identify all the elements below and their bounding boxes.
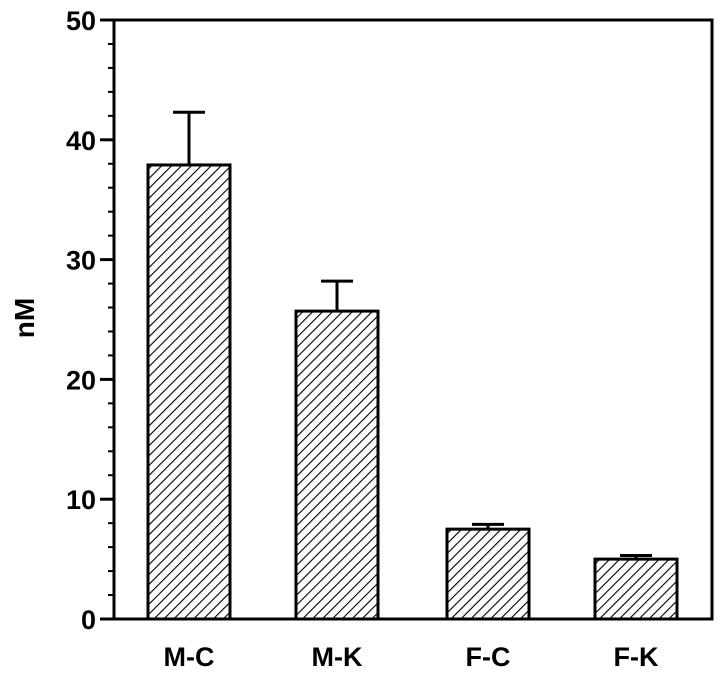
x-tick-label-M-K: M-K xyxy=(312,642,363,672)
plot-area: M-C M-K F-C F-K 0 10 20 30 40 50 xyxy=(66,6,714,672)
y-axis-title: nM xyxy=(9,298,40,338)
x-tick-label-F-K: F-K xyxy=(614,642,659,672)
bar-M-C xyxy=(146,163,232,621)
x-tick-label-M-C: M-C xyxy=(164,642,215,672)
y-tick-label: 50 xyxy=(66,6,96,36)
plot-frame xyxy=(112,18,714,621)
y-tick-label: 20 xyxy=(66,365,96,395)
y-tick-label: 0 xyxy=(81,605,96,635)
bar-F-K xyxy=(593,557,679,621)
y-tick-label: 30 xyxy=(66,246,96,276)
bar-F-C xyxy=(445,527,531,621)
y-tick-label: 10 xyxy=(66,485,96,515)
bar-M-K xyxy=(294,309,380,621)
x-tick-label-F-C: F-C xyxy=(466,642,511,672)
y-tick-label: 40 xyxy=(66,126,96,156)
